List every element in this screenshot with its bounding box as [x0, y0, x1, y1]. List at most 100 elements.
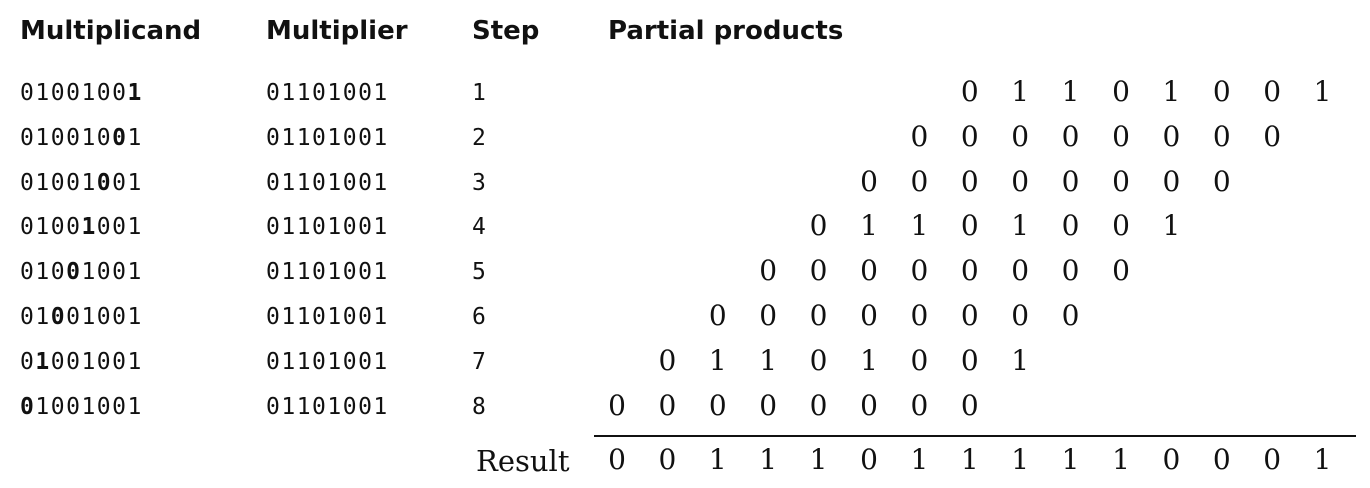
- partial-product-digit: 0: [910, 388, 929, 422]
- partial-product-digit: 0: [1212, 164, 1231, 198]
- partial-product-digit: 0: [960, 254, 979, 288]
- partial-product-digit: 0: [910, 164, 929, 198]
- multiplicand-bit: 1: [35, 214, 51, 241]
- header-multiplicand: Multiplicand: [20, 16, 202, 46]
- step-number: 5: [472, 259, 488, 286]
- multiplicand-bit: 0: [20, 304, 36, 330]
- multiplicand-bit: 0: [112, 259, 128, 286]
- partial-product-digit: 0: [1162, 119, 1181, 153]
- current-bit: 1: [81, 214, 97, 241]
- header-step: Step: [472, 16, 540, 46]
- multiplier-value: 01101001: [266, 80, 389, 106]
- result-digit: 1: [708, 443, 727, 476]
- multiplier-value: 01101001: [266, 214, 389, 241]
- current-bit: 0: [50, 304, 67, 330]
- result-digit: 1: [809, 443, 828, 476]
- partial-product-digit: 0: [759, 299, 778, 332]
- partial-product-digit: 1: [910, 209, 929, 243]
- result-digit: 0: [608, 443, 626, 476]
- result-digit: 0: [1263, 443, 1282, 476]
- step-number: 4: [472, 214, 488, 241]
- multiplicand-bit: 0: [96, 259, 113, 286]
- current-bit: 0: [66, 259, 82, 286]
- result-digit: 0: [658, 443, 677, 476]
- multiplicand-bit: 0: [50, 214, 67, 241]
- partial-product-digit: 0: [1162, 164, 1181, 198]
- multiplicand-bit: 1: [81, 80, 97, 106]
- multiplier-value: 01101001: [266, 124, 389, 151]
- partial-product-digit: 0: [960, 75, 979, 108]
- partial-product-digit: 0: [658, 343, 677, 377]
- result-digit: 0: [860, 443, 878, 476]
- result-digit: 1: [910, 443, 929, 476]
- result-digit: 0: [1162, 443, 1181, 476]
- multiplicand-bit: 0: [96, 304, 113, 330]
- multiplicand-bit: 0: [50, 393, 67, 420]
- sum-rule: [594, 435, 1356, 437]
- partial-product-digit: 0: [860, 299, 878, 332]
- multiplicand-bit: 1: [127, 214, 143, 241]
- multiplicand-bit: 1: [127, 124, 143, 151]
- multiplicand-bit: 0: [66, 80, 82, 106]
- multiplicand-bit: 0: [112, 348, 128, 375]
- partial-product-digit: 1: [759, 343, 778, 377]
- multiplicand-bit: 0: [96, 393, 113, 420]
- header-partial-products: Partial products: [608, 16, 844, 46]
- step-number: 3: [472, 169, 488, 196]
- multiplier-value: 01101001: [266, 304, 389, 330]
- partial-product-digit: 0: [910, 254, 929, 288]
- multiplicand-value: 01001001: [20, 394, 143, 420]
- partial-product-digit: 0: [960, 209, 979, 243]
- step-number: 7: [472, 348, 488, 375]
- multiplicand-value: 01001001: [20, 125, 143, 151]
- multiplicand-bit: 0: [112, 304, 128, 330]
- multiplicand-bit: 0: [96, 124, 113, 151]
- partial-product-digit: 0: [910, 299, 929, 332]
- partial-product-digit: 1: [1162, 75, 1181, 108]
- partial-product-digit: 0: [708, 299, 727, 332]
- multiplicand-bit: 0: [96, 348, 113, 375]
- partial-product-digit: 0: [809, 388, 828, 422]
- multiplicand-bit: 0: [50, 348, 67, 375]
- current-bit: 1: [35, 348, 51, 375]
- step-number: 1: [472, 80, 488, 106]
- multiplicand-value: 01001001: [20, 214, 143, 240]
- multiplicand-bit: 0: [20, 348, 36, 375]
- partial-product-digit: 1: [1313, 75, 1332, 108]
- multiplicand-bit: 1: [127, 259, 143, 286]
- multiplicand-bit: 0: [50, 259, 67, 286]
- partial-product-digit: 0: [809, 254, 828, 288]
- multiplicand-bit: 0: [20, 169, 36, 196]
- partial-product-digit: 0: [1061, 209, 1080, 243]
- result-label: Result: [476, 444, 570, 478]
- multiplicand-bit: 1: [81, 259, 97, 286]
- result-digit: 1: [759, 443, 778, 476]
- partial-product-digit: 1: [1061, 75, 1080, 108]
- header-multiplier: Multiplier: [266, 16, 408, 46]
- multiplicand-value: 01001001: [20, 349, 143, 375]
- partial-product-digit: 0: [1263, 75, 1282, 108]
- multiplicand-value: 01001001: [20, 170, 143, 196]
- multiplicand-value: 01001001: [20, 80, 143, 106]
- multiplicand-bit: 0: [50, 124, 67, 151]
- multiplicand-bit: 0: [20, 80, 36, 106]
- multiplier-value: 01101001: [266, 393, 389, 420]
- multiplicand-value: 01001001: [20, 304, 143, 330]
- partial-product-digit: 1: [1011, 343, 1030, 377]
- partial-product-digit: 0: [1061, 164, 1080, 198]
- multiplicand-value: 01001001: [20, 259, 143, 285]
- partial-product-digit: 0: [1212, 75, 1231, 108]
- partial-product-digit: 0: [1011, 164, 1030, 198]
- partial-product-digit: 1: [860, 343, 878, 377]
- multiplicand-bit: 0: [66, 393, 82, 420]
- partial-product-digit: 0: [1112, 209, 1130, 243]
- step-number: 8: [472, 393, 488, 420]
- partial-product-digit: 0: [960, 119, 979, 153]
- partial-product-digit: 0: [960, 343, 979, 377]
- multiplicand-bit: 1: [35, 304, 51, 330]
- partial-product-digit: 0: [1112, 164, 1130, 198]
- current-bit: 0: [20, 393, 36, 420]
- partial-product-digit: 0: [759, 388, 778, 422]
- partial-product-digit: 1: [1011, 75, 1030, 108]
- multiplicand-bit: 0: [112, 393, 128, 420]
